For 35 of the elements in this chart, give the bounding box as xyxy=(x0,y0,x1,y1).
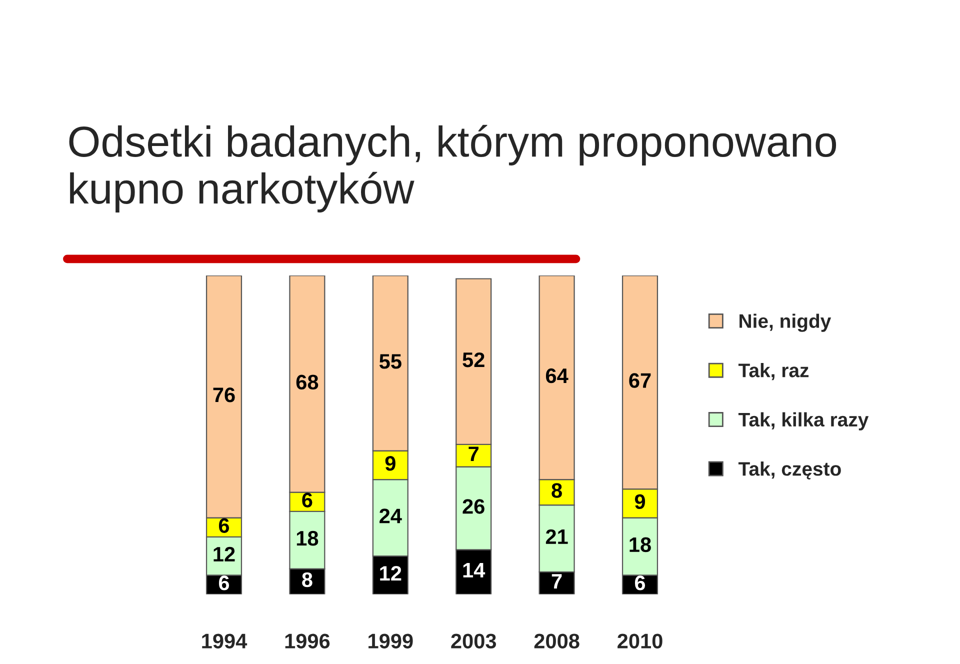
data-label: 6 xyxy=(218,576,230,590)
legend-label: Tak, kilka razy xyxy=(738,412,869,430)
data-label: 12 xyxy=(380,566,402,581)
data-label: 55 xyxy=(379,354,402,369)
x-tick-label: 1999 xyxy=(368,634,413,648)
data-label: 9 xyxy=(385,456,396,471)
data-label: 6 xyxy=(302,492,312,508)
x-tick-label: 1996 xyxy=(285,634,330,648)
data-label: 24 xyxy=(380,508,402,524)
legend-label: Nie, nigdy xyxy=(740,314,832,332)
data-label: 14 xyxy=(463,563,486,578)
x-tick-label: 1994 xyxy=(202,634,248,648)
x-tick-label: 2010 xyxy=(618,634,662,648)
data-label: 18 xyxy=(296,530,318,546)
data-label: 68 xyxy=(296,374,318,390)
x-tick-label: 2008 xyxy=(534,634,580,648)
data-label: 18 xyxy=(630,537,651,552)
data-label: 21 xyxy=(546,529,568,544)
data-label: 76 xyxy=(213,388,235,402)
legend-label: Tak, raz xyxy=(738,363,809,380)
data-label: 7 xyxy=(468,446,478,462)
data-label: 9 xyxy=(634,494,646,510)
data-label: 52 xyxy=(462,352,484,368)
data-label: 67 xyxy=(629,373,651,388)
data-label: 26 xyxy=(462,499,484,514)
data-label: 6 xyxy=(634,576,646,590)
data-label: 12 xyxy=(214,546,235,562)
data-label: 64 xyxy=(546,368,568,384)
x-tick-label: 2003 xyxy=(451,634,496,648)
data-label: 6 xyxy=(218,518,230,533)
data-label: 8 xyxy=(552,483,562,498)
legend-label: Tak, często xyxy=(738,462,841,480)
chart-title: Odsetki badanych, którym proponowano kupno narkotyków xyxy=(69,124,836,212)
data-label: 7 xyxy=(552,574,562,589)
data-label: 8 xyxy=(302,572,312,588)
